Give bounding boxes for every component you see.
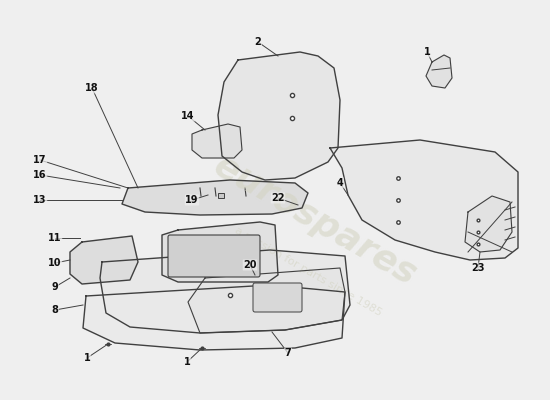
Text: 16: 16 bbox=[33, 170, 47, 180]
Text: 4: 4 bbox=[337, 178, 343, 188]
Text: 14: 14 bbox=[182, 111, 195, 121]
Polygon shape bbox=[100, 250, 350, 333]
Text: 17: 17 bbox=[33, 155, 47, 165]
Text: 23: 23 bbox=[471, 263, 485, 273]
Polygon shape bbox=[188, 268, 345, 333]
Polygon shape bbox=[218, 52, 340, 180]
Text: 1: 1 bbox=[424, 47, 430, 57]
Text: 2: 2 bbox=[255, 37, 261, 47]
Polygon shape bbox=[70, 236, 138, 284]
Text: 1: 1 bbox=[184, 357, 190, 367]
FancyBboxPatch shape bbox=[168, 235, 260, 277]
Text: a passion for parts since 1985: a passion for parts since 1985 bbox=[233, 226, 383, 318]
Text: 20: 20 bbox=[243, 260, 257, 270]
Text: 13: 13 bbox=[33, 195, 47, 205]
Polygon shape bbox=[465, 196, 512, 252]
Polygon shape bbox=[426, 55, 452, 88]
Text: eurospares: eurospares bbox=[207, 148, 422, 292]
Polygon shape bbox=[192, 124, 242, 158]
Text: 9: 9 bbox=[52, 282, 58, 292]
Polygon shape bbox=[122, 180, 308, 215]
Text: 11: 11 bbox=[48, 233, 62, 243]
Text: 7: 7 bbox=[285, 348, 292, 358]
Text: 22: 22 bbox=[271, 193, 285, 203]
Text: 8: 8 bbox=[52, 305, 58, 315]
Bar bbox=[218, 193, 224, 198]
Text: 18: 18 bbox=[85, 83, 99, 93]
FancyBboxPatch shape bbox=[253, 283, 302, 312]
Text: 19: 19 bbox=[185, 195, 199, 205]
Polygon shape bbox=[83, 285, 345, 350]
Text: 10: 10 bbox=[48, 258, 62, 268]
Polygon shape bbox=[162, 222, 278, 282]
Text: 1: 1 bbox=[84, 353, 90, 363]
Polygon shape bbox=[330, 140, 518, 260]
